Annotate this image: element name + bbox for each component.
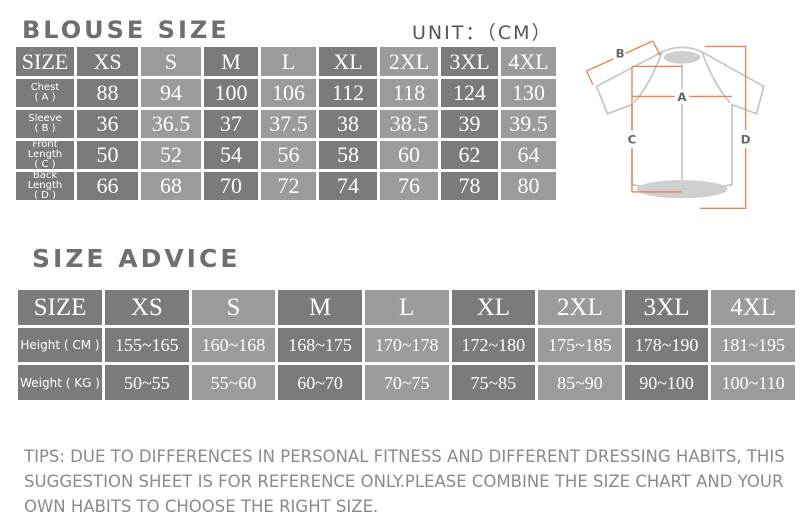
- size-m: M: [278, 290, 362, 325]
- table-cell: 106: [261, 79, 316, 107]
- table-cell: 36.5: [141, 110, 201, 138]
- table-cell: 37: [204, 110, 258, 138]
- table-cell: 80: [501, 172, 556, 200]
- table-cell: 58: [319, 141, 377, 169]
- row-label: Height ( CM ): [18, 328, 102, 362]
- size-header: SIZE: [16, 47, 74, 76]
- table-cell: 100: [204, 79, 258, 107]
- table-cell: 130: [501, 79, 556, 107]
- row-label-code: ( C ): [34, 159, 56, 170]
- size-xs: XS: [105, 290, 189, 325]
- size-l: L: [261, 47, 316, 76]
- table-cell: 172~180: [451, 328, 536, 362]
- row-label-text: Chest: [30, 82, 60, 93]
- table-cell: 60: [380, 141, 438, 169]
- size-2xl: 2XL: [380, 47, 438, 76]
- row-label: Sleeve( B ): [16, 110, 74, 138]
- table-cell: 68: [141, 172, 201, 200]
- row-label-code: ( A ): [34, 92, 56, 103]
- row-label-code: ( D ): [34, 190, 56, 201]
- table-cell: 76: [380, 172, 438, 200]
- size-header: SIZE: [18, 290, 102, 325]
- size-4xl: 4XL: [501, 47, 556, 76]
- table-cell: 168~175: [278, 328, 362, 362]
- row-label-code: ( B ): [34, 123, 56, 134]
- table-cell: 181~195: [711, 328, 795, 362]
- blouse-size-title: BLOUSE SIZE: [22, 16, 230, 44]
- table-cell: 74: [319, 172, 377, 200]
- row-label-text: Back Length: [27, 170, 63, 191]
- label-b: B: [616, 46, 625, 60]
- tips-text: TIPS: DUE TO DIFFERENCES IN PERSONAL FIT…: [24, 447, 785, 516]
- table-cell: 62: [441, 141, 498, 169]
- size-xs: XS: [77, 47, 138, 76]
- table-cell: 78: [441, 172, 498, 200]
- table-cell: 178~190: [624, 328, 709, 362]
- table-cell: 72: [261, 172, 316, 200]
- table-cell: 160~168: [191, 328, 276, 362]
- table-cell: 175~185: [538, 328, 622, 362]
- table-cell: 38: [319, 110, 377, 138]
- table-cell: 70: [204, 172, 258, 200]
- table-cell: 38.5: [380, 110, 438, 138]
- table-cell: 118: [380, 79, 438, 107]
- size-s: S: [141, 47, 201, 76]
- size-s: S: [191, 290, 276, 325]
- table-cell: 56: [261, 141, 316, 169]
- table-cell: 55~60: [191, 365, 276, 400]
- table-cell: 37.5: [261, 110, 316, 138]
- table-cell: 66: [77, 172, 138, 200]
- size-xl: XL: [319, 47, 377, 76]
- size-3xl: 3XL: [624, 290, 709, 325]
- table-cell: 100~110: [711, 365, 795, 400]
- size-xl: XL: [451, 290, 536, 325]
- size-l: L: [364, 290, 449, 325]
- row-label-text: Weight ( KG ): [20, 375, 100, 390]
- jersey-diagram-icon: B A C D: [585, 40, 765, 209]
- size-3xl: 3XL: [441, 47, 498, 76]
- row-label: Front Length( C ): [16, 139, 74, 170]
- table-cell: 64: [501, 141, 556, 169]
- table-cell: 36: [77, 110, 138, 138]
- table-cell: 70~75: [364, 365, 449, 400]
- table-cell: 124: [441, 79, 498, 107]
- row-label: Chest( A ): [16, 79, 74, 107]
- table-cell: 52: [141, 141, 201, 169]
- row-label: Weight ( KG ): [18, 365, 102, 400]
- table-cell: 90~100: [624, 365, 709, 400]
- row-label-text: Front Length: [27, 139, 63, 160]
- unit-label: UNIT：（CM）: [412, 22, 553, 44]
- table-cell: 60~70: [278, 365, 362, 400]
- table-cell: 170~178: [364, 328, 449, 362]
- table-cell: 50~55: [105, 365, 189, 400]
- table-cell: 155~165: [105, 328, 189, 362]
- row-label-text: Height ( CM ): [20, 338, 100, 352]
- size-m: M: [204, 47, 258, 76]
- table-cell: 75~85: [451, 365, 536, 400]
- table-cell: 54: [204, 141, 258, 169]
- table-cell: 39: [441, 110, 498, 138]
- row-label-text: Sleeve: [28, 113, 62, 124]
- table-cell: 39.5: [501, 110, 556, 138]
- table-cell: 88: [77, 79, 138, 107]
- table-cell: 94: [141, 79, 201, 107]
- size-2xl: 2XL: [538, 290, 622, 325]
- row-label: Back Length( D ): [16, 170, 74, 201]
- table-cell: 112: [319, 79, 377, 107]
- size-advice-title: SIZE ADVICE: [32, 244, 241, 273]
- label-d: D: [741, 133, 751, 147]
- label-c: C: [628, 133, 637, 147]
- blouse-size-table: SIZE XS S M L XL 2XL 3XL 4XL Chest( A ) 88 94 100 106…: [16, 47, 558, 201]
- size-advice-table: SIZE XS S M L XL 2XL 3XL 4XL Height ( CM ) 155~165…: [18, 290, 795, 400]
- table-cell: 85~90: [538, 365, 622, 400]
- label-a: A: [677, 90, 687, 104]
- table-cell: 50: [77, 141, 138, 169]
- size-4xl: 4XL: [711, 290, 795, 325]
